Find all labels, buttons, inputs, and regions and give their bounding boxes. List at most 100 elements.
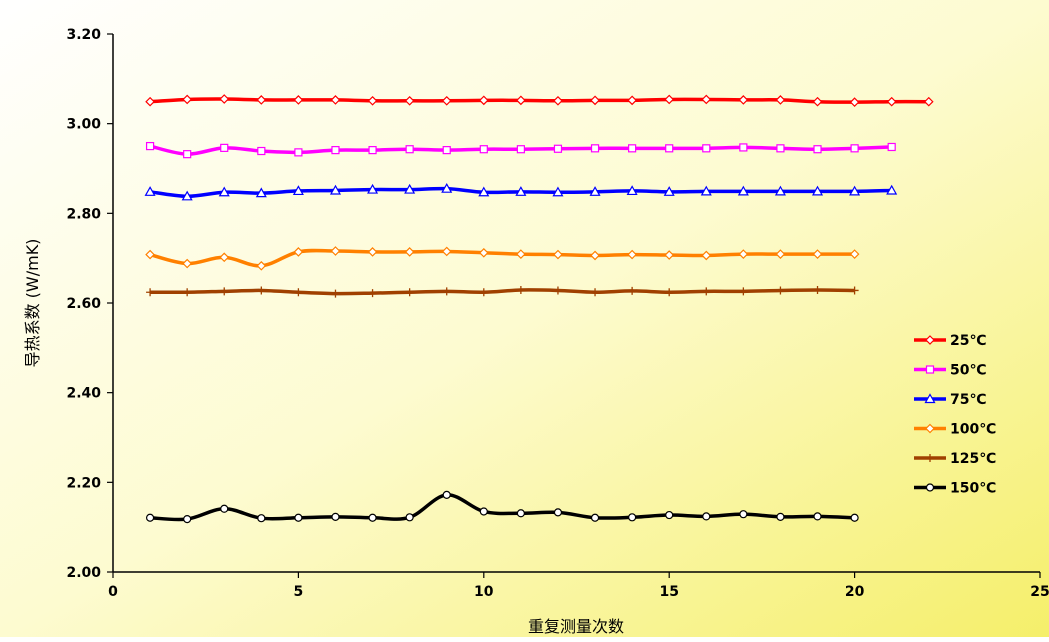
data-point — [516, 509, 525, 518]
data-point — [812, 249, 823, 259]
data-point — [220, 504, 229, 513]
y-tick-label: 3.20 — [66, 27, 101, 43]
data-point — [701, 94, 712, 105]
data-point — [294, 513, 303, 522]
data-point — [739, 510, 748, 519]
series — [145, 246, 860, 271]
x-tick-label: 0 — [108, 584, 118, 600]
data-point — [700, 185, 712, 196]
data-point — [516, 95, 526, 106]
data-point — [665, 144, 674, 153]
x-tick-label: 15 — [659, 584, 678, 600]
data-point — [887, 142, 896, 152]
data-point — [665, 510, 674, 520]
data-point — [850, 513, 859, 522]
y-tick-label: 2.60 — [66, 296, 101, 312]
data-point — [442, 490, 451, 499]
data-point — [590, 513, 600, 522]
data-point — [479, 507, 488, 516]
data-point — [664, 94, 675, 105]
legend-marker — [925, 423, 935, 434]
data-point — [478, 186, 490, 197]
data-point — [256, 95, 267, 105]
data-point — [255, 187, 267, 198]
series — [146, 285, 859, 298]
data-point — [813, 145, 822, 154]
data-point — [813, 512, 822, 521]
data-point — [293, 247, 304, 257]
legend-item: 25℃ — [914, 333, 986, 349]
data-point — [368, 146, 377, 155]
legend-marker — [926, 454, 934, 462]
data-point — [182, 258, 193, 269]
data-point — [478, 247, 489, 258]
legend-marker — [924, 393, 936, 404]
legend: 25℃ 50℃ 75℃ 100℃ 125℃ 150℃ — [914, 333, 996, 497]
data-point — [589, 186, 601, 196]
data-point — [591, 288, 600, 297]
legend-marker — [925, 365, 935, 374]
data-point — [441, 246, 452, 257]
data-point — [330, 95, 341, 105]
data-point — [478, 95, 489, 106]
data-point — [293, 95, 304, 105]
series — [145, 141, 896, 159]
data-point — [886, 96, 897, 107]
data-point — [441, 182, 453, 193]
data-point — [294, 288, 303, 297]
y-tick-label: 2.20 — [66, 475, 101, 491]
legend-marker — [925, 335, 935, 345]
data-point — [628, 144, 637, 153]
data-point — [220, 143, 229, 152]
data-point — [626, 185, 638, 196]
data-point — [329, 184, 342, 195]
legend-label: 25℃ — [950, 333, 986, 349]
data-point — [145, 249, 155, 260]
data-point — [850, 286, 859, 295]
data-point — [257, 286, 266, 295]
data-point — [627, 95, 637, 106]
data-point — [367, 247, 378, 257]
data-point — [590, 250, 600, 261]
x-tick-label: 10 — [474, 584, 494, 600]
x-tick-label: 25 — [1030, 584, 1049, 600]
data-point — [183, 514, 192, 524]
data-point — [441, 95, 452, 106]
legend-label: 50℃ — [950, 363, 986, 379]
data-point — [702, 512, 711, 521]
data-point — [479, 288, 488, 297]
data-point — [219, 94, 230, 104]
data-point — [479, 145, 488, 154]
data-point — [331, 289, 340, 298]
data-point — [218, 186, 230, 197]
data-point — [553, 144, 563, 153]
data-point — [627, 249, 637, 260]
legend-item: 150℃ — [914, 481, 996, 497]
data-point — [331, 146, 340, 155]
legend-label: 125℃ — [950, 451, 996, 467]
data-point — [145, 96, 155, 107]
axes: 2.00 2.20 2.40 2.60 2.80 3.00 3.20 0 5 10 15 20 25 — [66, 27, 1049, 600]
data-point — [553, 95, 563, 106]
legend-label: 75℃ — [950, 392, 986, 408]
legend-item: 50℃ — [914, 363, 986, 379]
data-point — [776, 286, 785, 295]
data-point — [701, 250, 712, 261]
data-point — [219, 252, 230, 263]
data-point — [145, 141, 155, 151]
data-point — [516, 145, 525, 154]
y-tick-label: 3.00 — [66, 117, 101, 133]
y-tick-label: 2.40 — [66, 386, 101, 402]
y-tick-label: 2.00 — [66, 565, 101, 581]
data-point — [368, 289, 377, 298]
data-point — [776, 144, 785, 153]
data-point — [331, 512, 340, 521]
data-point — [886, 184, 898, 195]
data-point — [220, 287, 229, 296]
data-point — [628, 286, 637, 295]
data-point — [849, 97, 860, 107]
y-tick-label: 2.80 — [66, 206, 101, 222]
data-point — [590, 95, 600, 106]
